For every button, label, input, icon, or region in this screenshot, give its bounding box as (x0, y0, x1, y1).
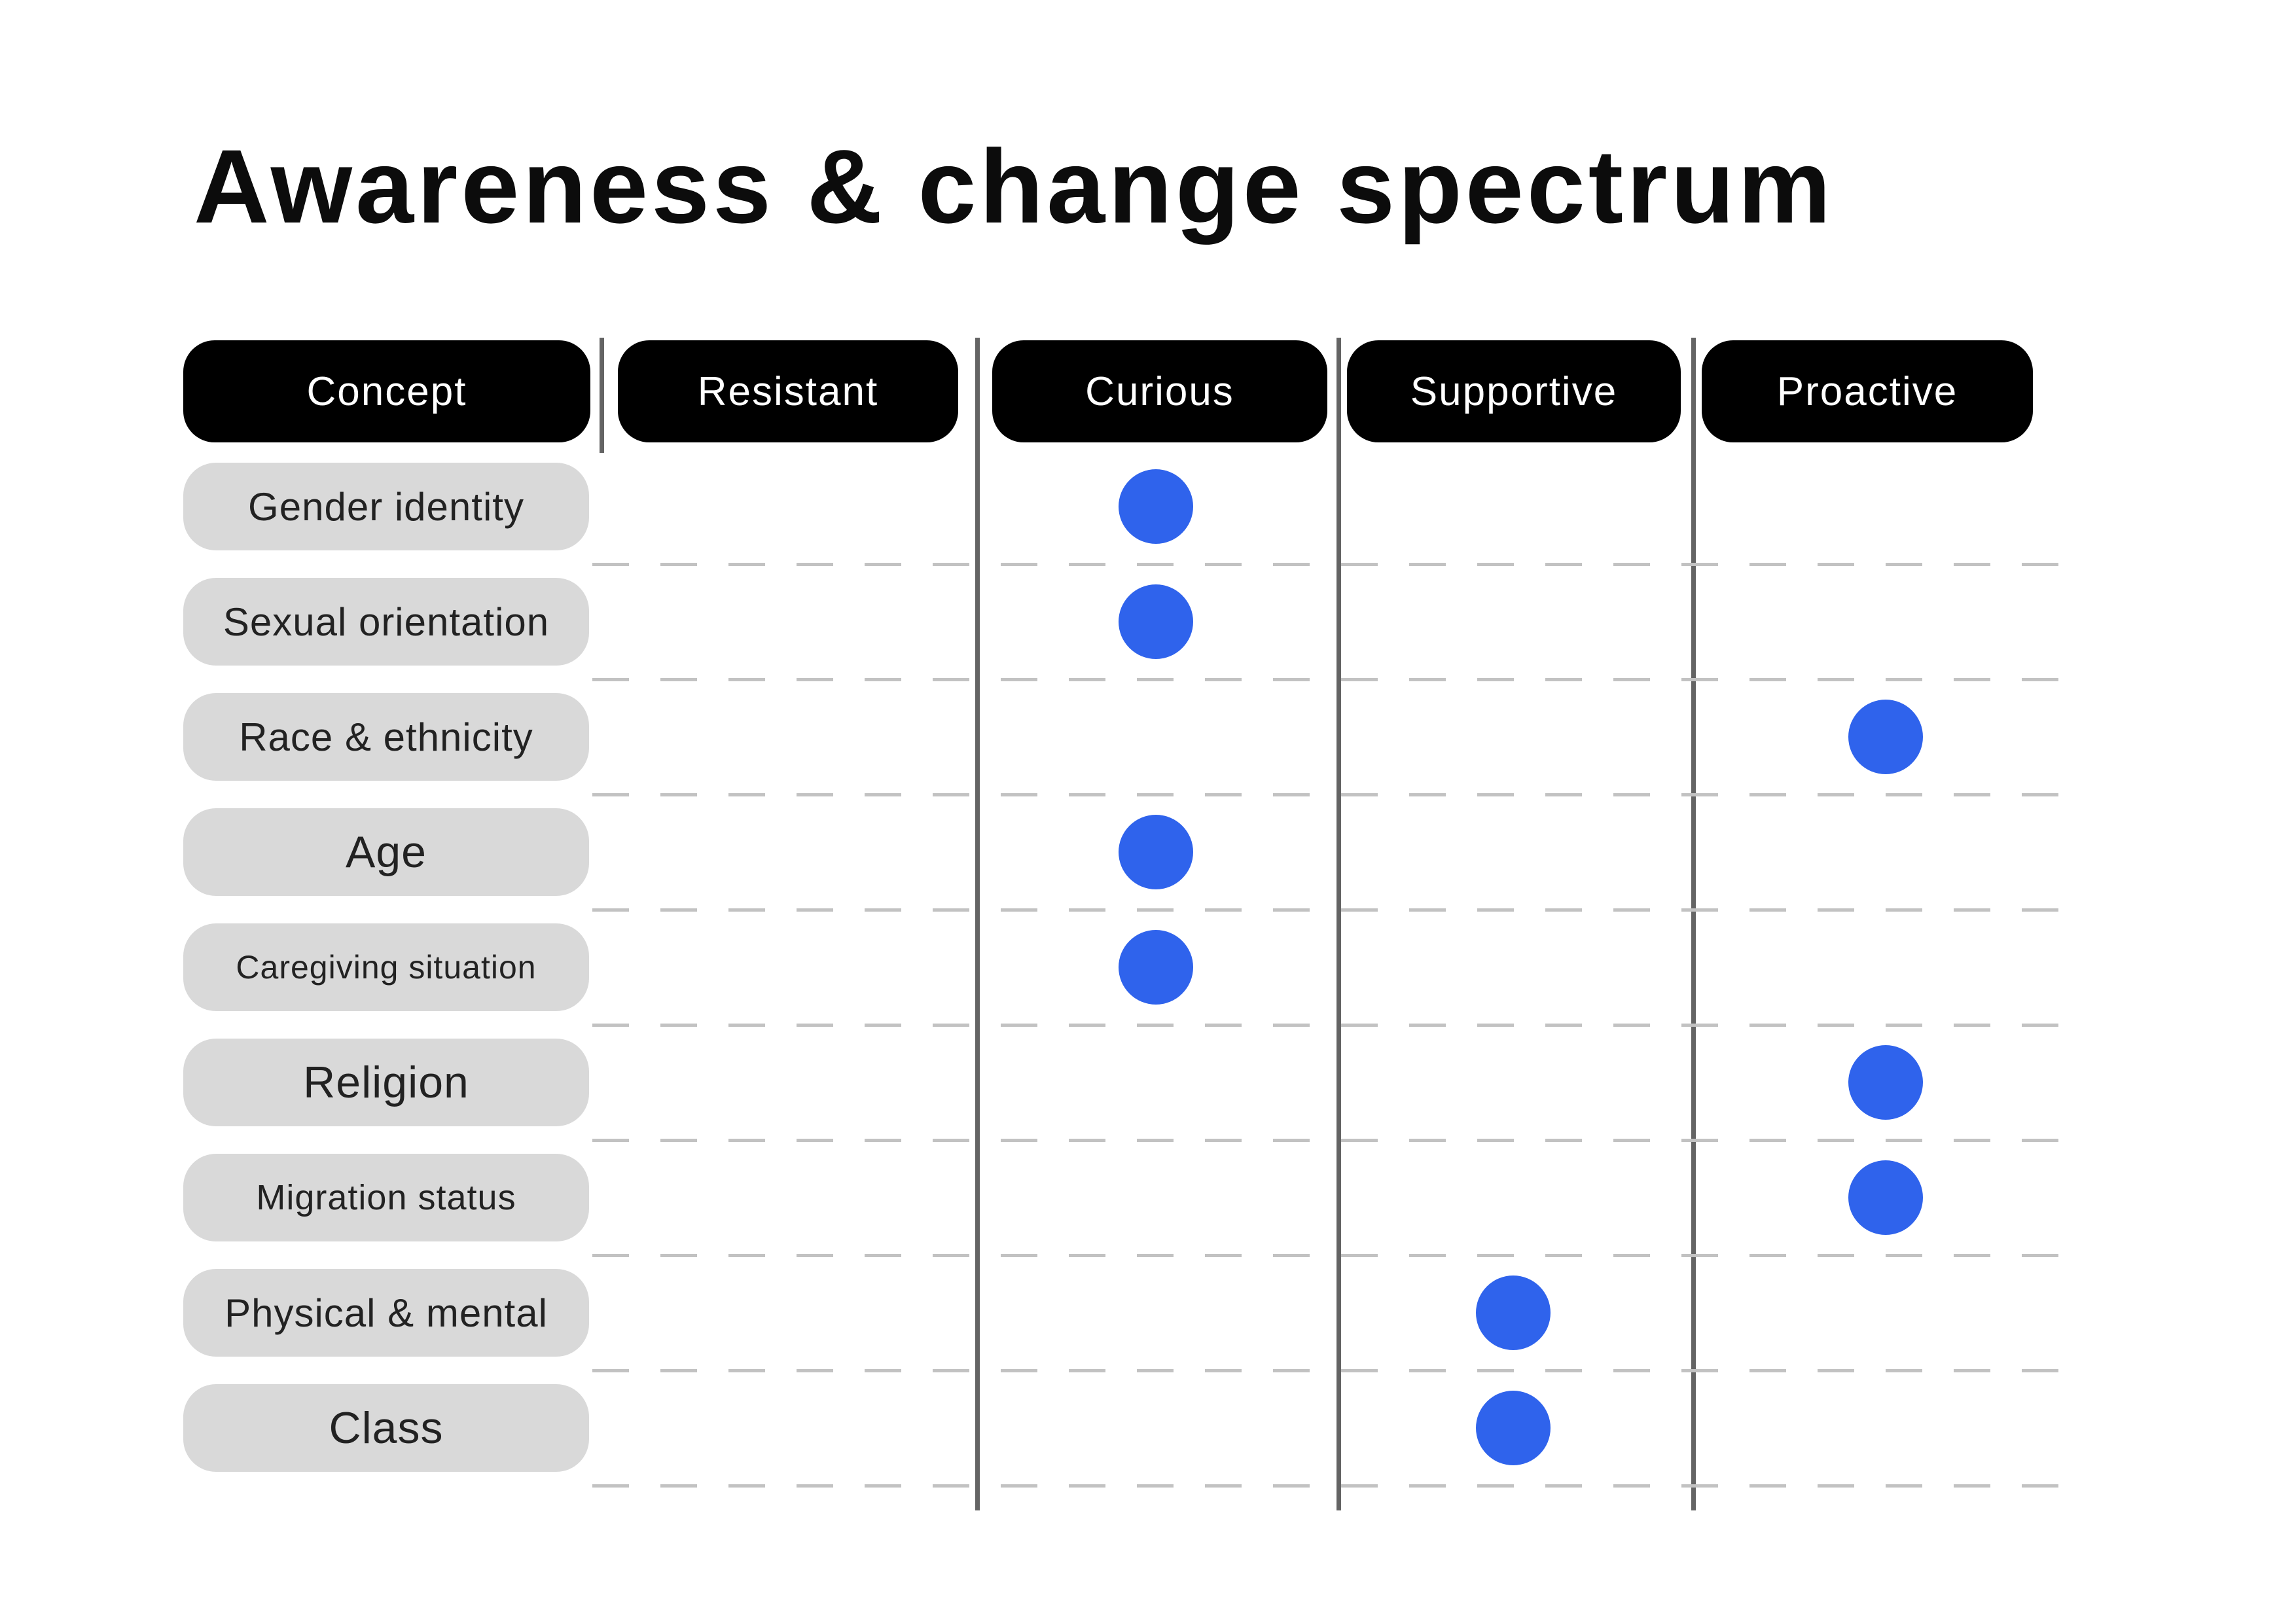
column-header-label: Supportive (1410, 368, 1618, 414)
concept-label: Class (329, 1403, 444, 1453)
concept-label: Migration status (256, 1178, 516, 1217)
spectrum-dot-gender-identity-curious (1119, 469, 1193, 544)
concept-pill-class: Class (183, 1384, 589, 1472)
concept-label: Caregiving situation (236, 949, 537, 986)
concept-pill-race-ethnicity: Race & ethnicity (183, 693, 589, 781)
column-divider-supportive-proactive (1691, 338, 1696, 1510)
concept-pill-caregiving-situation: Caregiving situation (183, 923, 589, 1011)
row-separator-dashed-line (592, 678, 2068, 681)
row-separator-dashed-line (592, 1254, 2068, 1257)
row-separator-dashed-line (592, 1139, 2068, 1142)
column-header-supportive: Supportive (1347, 340, 1681, 442)
spectrum-dot-age-curious (1119, 815, 1193, 889)
column-header-label: Proactive (1776, 368, 1958, 414)
page-title: Awareness & change spectrum (194, 128, 1835, 245)
concept-label: Age (346, 827, 427, 877)
concept-label: Religion (303, 1058, 469, 1107)
column-header-resistant: Resistant (618, 340, 958, 442)
column-header-label: Curious (1085, 368, 1234, 414)
concept-pill-age: Age (183, 808, 589, 896)
column-header-label: Concept (306, 368, 467, 414)
row-separator-dashed-line (592, 1024, 2068, 1027)
spectrum-dot-race-ethnicity-proactive (1848, 700, 1923, 774)
concept-label: Race & ethnicity (239, 715, 533, 759)
row-separator-dashed-line (592, 563, 2068, 566)
concept-pill-physical-mental: Physical & mental (183, 1269, 589, 1357)
column-header-concept: Concept (183, 340, 590, 442)
concept-pill-migration-status: Migration status (183, 1154, 589, 1241)
concept-label: Sexual orientation (223, 599, 550, 644)
column-header-label: Resistant (697, 368, 879, 414)
concept-pill-gender-identity: Gender identity (183, 463, 589, 550)
spectrum-dot-migration-status-proactive (1848, 1160, 1923, 1235)
concept-label: Gender identity (248, 484, 524, 529)
column-divider-resistant-curious (975, 338, 980, 1510)
column-divider-concept (600, 338, 604, 453)
concept-label: Physical & mental (224, 1291, 548, 1335)
spectrum-dot-religion-proactive (1848, 1045, 1923, 1120)
spectrum-dot-physical-mental-supportive (1476, 1275, 1551, 1350)
row-separator-dashed-line (592, 1484, 2068, 1488)
spectrum-dot-class-supportive (1476, 1391, 1551, 1465)
row-separator-dashed-line (592, 908, 2068, 912)
concept-pill-sexual-orientation: Sexual orientation (183, 578, 589, 666)
spectrum-dot-caregiving-situation-curious (1119, 930, 1193, 1005)
column-header-proactive: Proactive (1702, 340, 2033, 442)
column-divider-curious-supportive (1336, 338, 1341, 1510)
row-separator-dashed-line (592, 793, 2068, 796)
concept-pill-religion: Religion (183, 1039, 589, 1126)
column-header-curious: Curious (992, 340, 1327, 442)
row-separator-dashed-line (592, 1369, 2068, 1372)
spectrum-dot-sexual-orientation-curious (1119, 584, 1193, 659)
